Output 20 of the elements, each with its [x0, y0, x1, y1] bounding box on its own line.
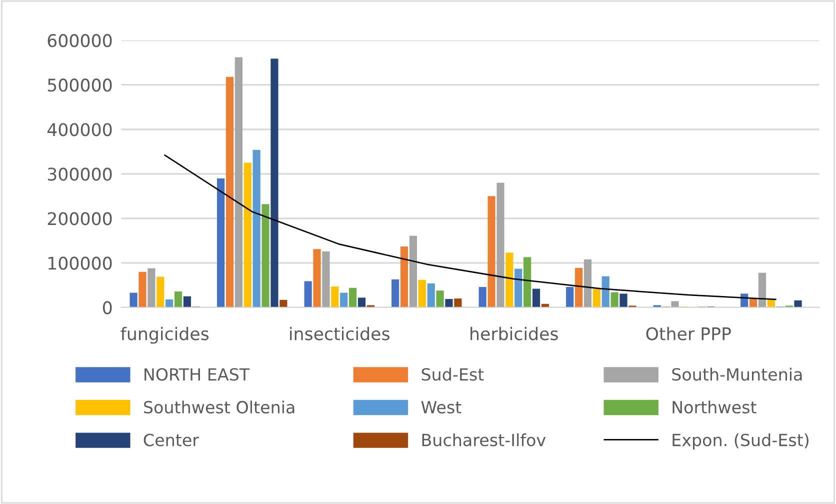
y-tick-label: 400000: [47, 123, 112, 136]
y-tick-label: 500000: [48, 78, 112, 92]
legend-label: Center: [144, 434, 200, 446]
y-tick-label: 600000: [48, 34, 112, 48]
x-tick-label: herbicides: [470, 326, 558, 340]
legend-label: West: [421, 401, 462, 414]
y-tick-label: 300000: [48, 168, 112, 181]
x-tick-label: Other PPP: [646, 326, 731, 340]
legend-label: Bucharest-Ilfov: [422, 433, 546, 446]
legend-label: South-Muntenia: [672, 368, 802, 381]
legend-label: Northwest: [672, 400, 756, 414]
legend-label: Sud-Est: [422, 368, 484, 381]
x-tick-label: insecticides: [290, 326, 390, 340]
legend-label: Southwest Oltenia: [144, 400, 294, 414]
y-tick-label: 200000: [48, 212, 112, 226]
legend-label: NORTH EAST: [144, 368, 250, 381]
legend-label: Expon. (Sud-Est): [672, 433, 808, 450]
y-tick-label: 100000: [48, 256, 112, 270]
x-tick-label: fungicides: [120, 326, 209, 344]
y-tick-label: 0: [102, 301, 112, 314]
